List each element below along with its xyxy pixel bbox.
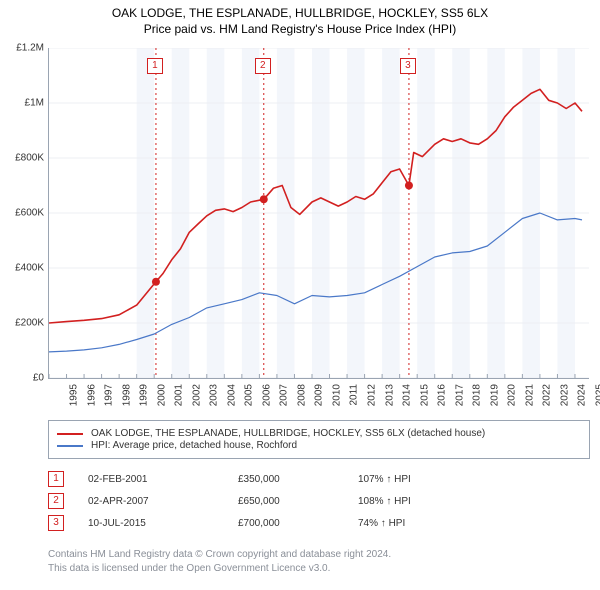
y-tick-label: £1M: [0, 98, 44, 109]
x-tick-label: 2009: [314, 384, 325, 406]
x-tick-label: 1996: [86, 384, 97, 406]
transaction-marker: 2: [255, 58, 271, 74]
x-tick-label: 1999: [138, 384, 149, 406]
transaction-price: £650,000: [238, 496, 358, 507]
x-tick-label: 2002: [191, 384, 202, 406]
chart-figure: OAK LODGE, THE ESPLANADE, HULLBRIDGE, HO…: [0, 0, 600, 590]
x-tick-label: 2003: [209, 384, 220, 406]
legend-label-property: OAK LODGE, THE ESPLANADE, HULLBRIDGE, HO…: [91, 428, 485, 439]
transaction-idx: 3: [48, 515, 64, 531]
footnote: Contains HM Land Registry data © Crown c…: [48, 548, 588, 575]
transaction-date: 02-FEB-2001: [88, 474, 238, 485]
transactions-table: 1 02-FEB-2001£350,000107% ↑ HPI 2 02-APR-20…: [48, 468, 588, 534]
x-tick-label: 2001: [173, 384, 184, 406]
legend: OAK LODGE, THE ESPLANADE, HULLBRIDGE, HO…: [48, 420, 590, 459]
x-tick-label: 2005: [244, 384, 255, 406]
x-tick-label: 2023: [559, 384, 570, 406]
title-line-2: Price paid vs. HM Land Registry's House …: [0, 22, 600, 36]
transaction-marker: 3: [400, 58, 416, 74]
y-tick-label: £600K: [0, 208, 44, 219]
x-tick-label: 2016: [436, 384, 447, 406]
x-tick-label: 2013: [384, 384, 395, 406]
transaction-row: 1 02-FEB-2001£350,000107% ↑ HPI: [48, 468, 588, 490]
footnote-line-1: Contains HM Land Registry data © Crown c…: [48, 548, 588, 562]
x-tick-label: 2010: [331, 384, 342, 406]
legend-label-hpi: HPI: Average price, detached house, Roch…: [91, 440, 297, 451]
x-tick-label: 2017: [454, 384, 465, 406]
x-tick-label: 2014: [401, 384, 412, 406]
footnote-line-2: This data is licensed under the Open Gov…: [48, 562, 588, 576]
transaction-row: 3 10-JUL-2015£700,00074% ↑ HPI: [48, 512, 588, 534]
x-tick-label: 2025: [594, 384, 600, 406]
x-tick-label: 2018: [471, 384, 482, 406]
x-tick-label: 2024: [577, 384, 588, 406]
title-line-1: OAK LODGE, THE ESPLANADE, HULLBRIDGE, HO…: [0, 6, 600, 20]
legend-swatch-property: [57, 433, 83, 435]
transaction-marker: 1: [147, 58, 163, 74]
legend-swatch-hpi: [57, 445, 83, 447]
transaction-pct: 74% ↑ HPI: [358, 518, 478, 529]
transaction-idx: 1: [48, 471, 64, 487]
x-tick-label: 1998: [121, 384, 132, 406]
x-tick-label: 2006: [261, 384, 272, 406]
legend-item-hpi: HPI: Average price, detached house, Roch…: [57, 440, 581, 451]
transaction-idx: 2: [48, 493, 64, 509]
x-tick-label: 1995: [68, 384, 79, 406]
title-block: OAK LODGE, THE ESPLANADE, HULLBRIDGE, HO…: [0, 0, 600, 36]
transaction-date: 10-JUL-2015: [88, 518, 238, 529]
y-tick-label: £400K: [0, 263, 44, 274]
x-tick-label: 2008: [296, 384, 307, 406]
transaction-date: 02-APR-2007: [88, 496, 238, 507]
plot-svg: [49, 48, 589, 378]
plot-area: [48, 48, 589, 379]
transaction-row: 2 02-APR-2007£650,000108% ↑ HPI: [48, 490, 588, 512]
x-tick-label: 2020: [507, 384, 518, 406]
x-tick-label: 2011: [348, 384, 359, 406]
y-tick-label: £800K: [0, 153, 44, 164]
x-tick-label: 2012: [366, 384, 377, 406]
transaction-price: £350,000: [238, 474, 358, 485]
y-tick-label: £0: [0, 373, 44, 384]
x-tick-label: 2021: [524, 384, 535, 406]
transaction-pct: 108% ↑ HPI: [358, 496, 478, 507]
x-tick-label: 2015: [419, 384, 430, 406]
y-tick-label: £200K: [0, 318, 44, 329]
x-tick-label: 2019: [489, 384, 500, 406]
transaction-price: £700,000: [238, 518, 358, 529]
transaction-pct: 107% ↑ HPI: [358, 474, 478, 485]
y-tick-label: £1.2M: [0, 43, 44, 54]
x-tick-label: 2000: [156, 384, 167, 406]
x-tick-label: 2007: [279, 384, 290, 406]
legend-item-property: OAK LODGE, THE ESPLANADE, HULLBRIDGE, HO…: [57, 428, 581, 439]
x-tick-label: 2004: [226, 384, 237, 406]
x-tick-label: 2022: [542, 384, 553, 406]
x-tick-label: 1997: [103, 384, 114, 406]
